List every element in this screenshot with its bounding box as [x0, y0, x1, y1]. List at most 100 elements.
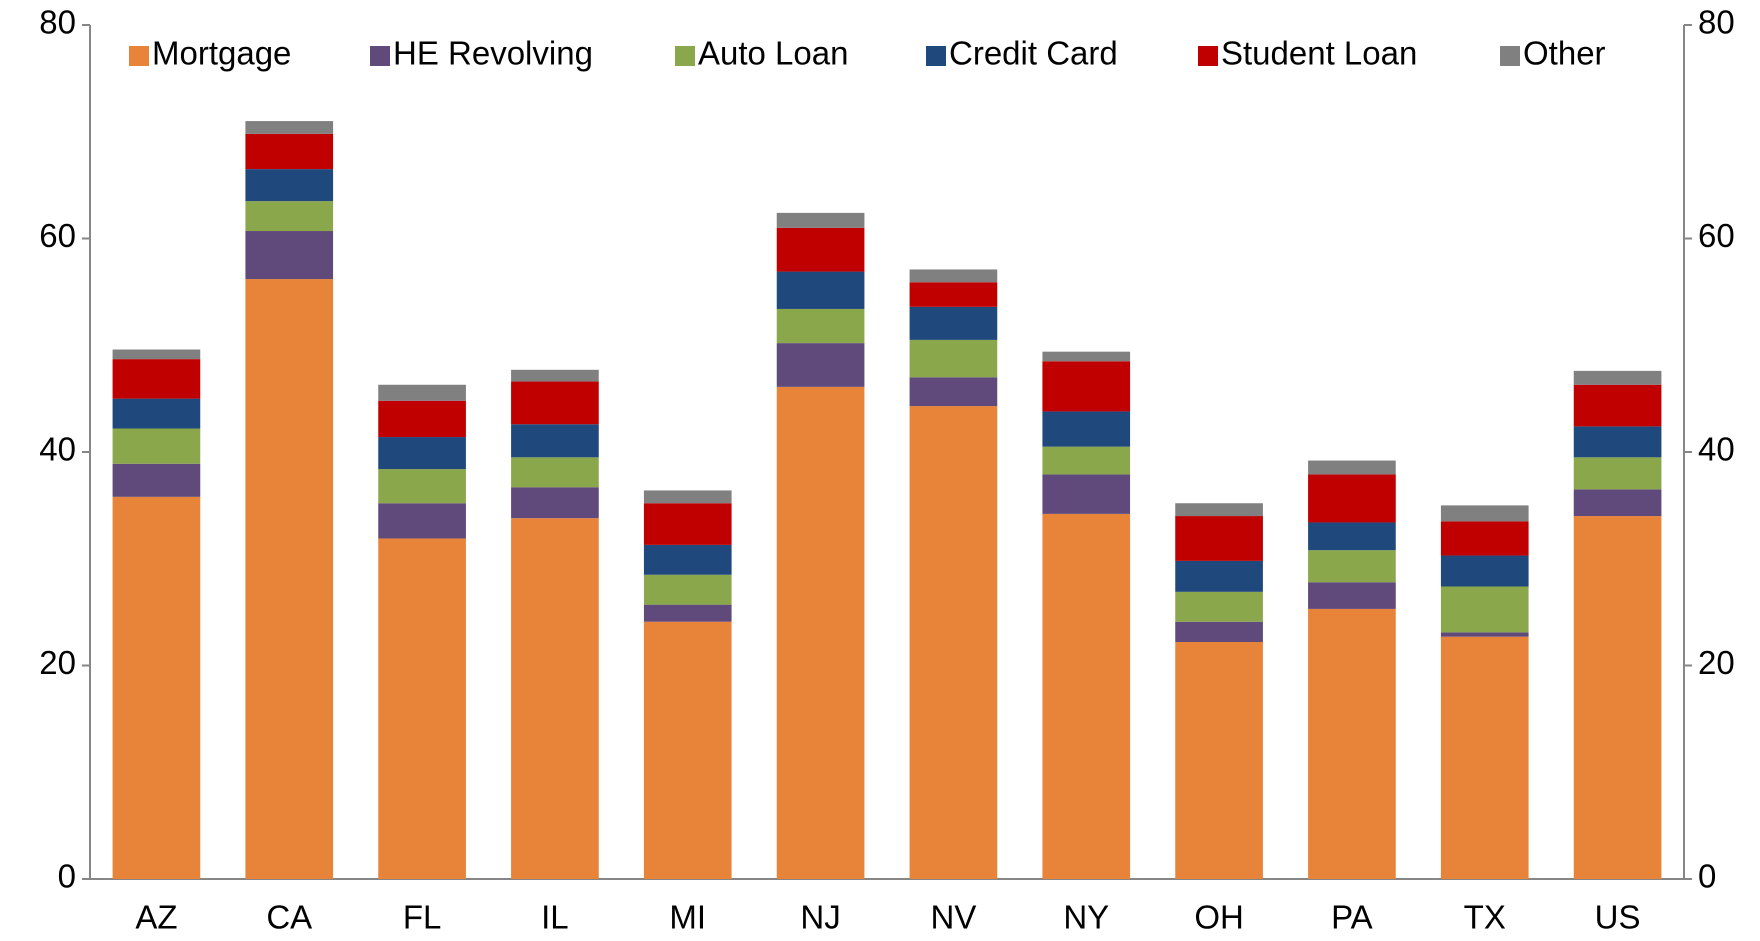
legend-label: Credit Card	[949, 35, 1118, 72]
bar-segment	[1042, 411, 1131, 447]
bar-segment	[909, 282, 998, 307]
bar-segment	[1175, 591, 1263, 622]
bar-segment	[245, 169, 334, 202]
bar-segment	[245, 121, 334, 134]
y-tick-label: 40	[39, 431, 76, 468]
x-tick-label: CA	[266, 899, 312, 936]
x-tick-label: NJ	[800, 899, 840, 936]
bar-segment	[1175, 642, 1263, 879]
bar-segment	[1175, 516, 1263, 561]
bar-segment	[245, 279, 334, 879]
bar-segment	[112, 398, 201, 429]
y2-tick-label: 0	[1698, 858, 1716, 895]
bar-segment	[1042, 351, 1131, 362]
y2-tick-label: 40	[1698, 431, 1735, 468]
bar-segment	[511, 424, 599, 458]
bar-segment	[511, 487, 599, 519]
y-tick-label: 0	[58, 858, 76, 895]
bar-segment	[909, 306, 998, 340]
x-tick-label: MI	[669, 899, 706, 936]
bar-segment	[1440, 521, 1529, 556]
bar-segment	[1308, 460, 1396, 475]
legend-swatch	[1500, 46, 1520, 66]
x-tick-label: NV	[930, 899, 976, 936]
bar-segment	[643, 544, 732, 575]
x-tick-label: OH	[1194, 899, 1244, 936]
y-tick-label: 60	[39, 217, 76, 254]
y2-tick-label: 60	[1698, 217, 1735, 254]
legend-label: Other	[1523, 35, 1606, 72]
bar-segment	[643, 490, 732, 504]
bar-segment	[776, 271, 865, 309]
bar-segment	[378, 538, 466, 879]
bar-segment	[1440, 586, 1529, 633]
bar-segment	[511, 369, 599, 382]
bar-segment	[1573, 516, 1662, 879]
bar-segment	[909, 339, 998, 378]
bar-segment	[112, 496, 201, 879]
bar-segment	[776, 343, 865, 387]
bar-segment	[1308, 550, 1396, 583]
y-tick-label: 80	[39, 4, 76, 41]
bar-segment	[1573, 489, 1662, 517]
legend-swatch	[1198, 46, 1218, 66]
bar-segment	[1308, 608, 1396, 879]
bar-segment	[1042, 474, 1131, 514]
bar-segment	[1573, 426, 1662, 458]
bar-segment	[1573, 384, 1662, 427]
bar-segment	[1042, 446, 1131, 475]
bar-segment	[643, 604, 732, 622]
x-tick-label: AZ	[135, 899, 177, 936]
bar-segment	[1308, 522, 1396, 551]
legend-label: Auto Loan	[698, 35, 848, 72]
bar-segment	[776, 212, 865, 228]
bar-segment	[1440, 632, 1529, 637]
bar-segment	[112, 463, 201, 497]
bar-segment	[1308, 582, 1396, 609]
bar-segment	[511, 518, 599, 879]
bar-segment	[1308, 474, 1396, 523]
bar-segment	[245, 133, 334, 170]
bar-segment	[112, 359, 201, 399]
bar-segment	[1573, 370, 1662, 385]
bar-segment	[1573, 457, 1662, 490]
bar-segment	[1042, 513, 1131, 879]
bar-segment	[1175, 503, 1263, 517]
bar-segment	[909, 269, 998, 283]
legend-swatch	[370, 46, 390, 66]
bar-segment	[643, 621, 732, 879]
y2-tick-label: 80	[1698, 4, 1735, 41]
y2-tick-label: 20	[1698, 644, 1735, 681]
bar-segment	[776, 227, 865, 272]
bar-segment	[245, 231, 334, 280]
bar-segment	[1175, 560, 1263, 592]
bar-segment	[378, 400, 466, 438]
legend-label: HE Revolving	[393, 35, 593, 72]
y-tick-label: 20	[39, 644, 76, 681]
x-tick-label: PA	[1331, 899, 1373, 936]
bar-segment	[909, 406, 998, 879]
bar-segment	[378, 503, 466, 539]
bar-segment	[776, 308, 865, 344]
bar-segment	[776, 386, 865, 879]
legend-label: Student Loan	[1221, 35, 1417, 72]
x-tick-label: IL	[541, 899, 569, 936]
bar-segment	[643, 574, 732, 605]
bar-segment	[1175, 621, 1263, 643]
bar-segment	[378, 469, 466, 504]
bar-segment	[643, 503, 732, 545]
bar-segment	[909, 377, 998, 407]
bar-segment	[378, 384, 466, 401]
bar-segment	[378, 437, 466, 470]
legend-swatch	[129, 46, 149, 66]
legend-swatch	[926, 46, 946, 66]
bar-segment	[1440, 505, 1529, 522]
x-tick-label: TX	[1464, 899, 1506, 936]
bar-segment	[511, 381, 599, 425]
legend-label: Mortgage	[152, 35, 291, 72]
bar-segment	[1440, 636, 1529, 879]
x-tick-label: NY	[1063, 899, 1109, 936]
x-tick-label: US	[1595, 899, 1641, 936]
bar-segment	[112, 428, 201, 464]
